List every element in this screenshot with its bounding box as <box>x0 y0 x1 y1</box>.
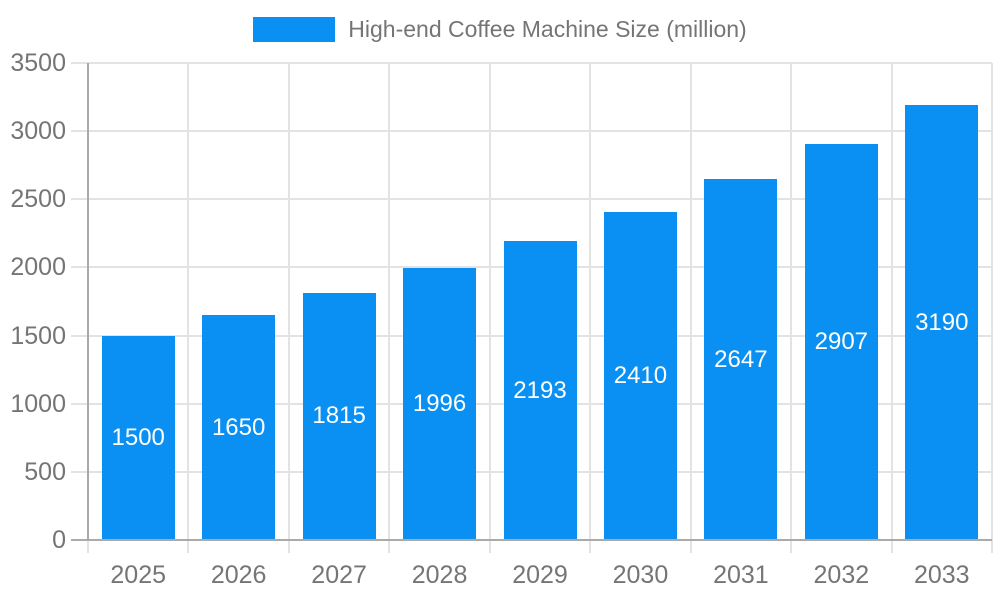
bar-2031[interactable]: 2647 <box>704 179 778 540</box>
bar-value-label: 1500 <box>111 423 165 451</box>
legend-label: High-end Coffee Machine Size (million) <box>348 16 747 42</box>
bar-value-label: 2907 <box>814 327 869 355</box>
x-axis-tick-label: 2028 <box>411 561 468 589</box>
bar-2027[interactable]: 1815 <box>302 292 376 540</box>
x-gridline <box>488 63 491 553</box>
x-gridline <box>388 63 391 553</box>
y-gridline <box>71 62 992 64</box>
bar-value-label: 2410 <box>613 361 668 389</box>
y-gridline <box>71 198 992 201</box>
bar-2026[interactable]: 1650 <box>202 315 276 540</box>
y-axis-tick-label: 0 <box>52 526 66 554</box>
x-axis-tick-label: 2029 <box>512 561 568 589</box>
legend-swatch <box>253 17 336 42</box>
x-axis-tick-label: 2032 <box>813 561 870 589</box>
y-axis-line <box>87 63 89 540</box>
bar-2028[interactable]: 1996 <box>403 267 477 540</box>
x-axis-tick-label: 2025 <box>110 561 167 589</box>
x-gridline <box>589 63 592 553</box>
y-axis-tick-label: 1000 <box>10 389 66 418</box>
bar-2032[interactable]: 2907 <box>804 143 878 540</box>
x-axis-tick-label: 2026 <box>210 561 267 589</box>
bar-value-label: 2193 <box>513 376 567 404</box>
bar-value-label: 2647 <box>714 345 768 373</box>
bar-value-label: 3190 <box>915 308 969 336</box>
x-gridline <box>890 63 893 553</box>
x-gridline <box>187 63 190 553</box>
bar-value-label: 1996 <box>412 389 467 417</box>
bar-value-label: 1650 <box>211 413 266 441</box>
x-axis-tick-label: 2030 <box>612 561 669 589</box>
x-axis-tick-label: 2031 <box>713 561 769 589</box>
y-axis-tick-label: 2000 <box>10 253 66 282</box>
x-axis-tick-label: 2033 <box>913 561 970 589</box>
x-axis-tick-label: 2027 <box>311 561 367 589</box>
y-axis-tick-label: 3500 <box>10 49 66 77</box>
bar-2025[interactable]: 1500 <box>101 335 175 540</box>
x-axis-line <box>71 539 992 541</box>
bar-2033[interactable]: 3190 <box>905 105 979 540</box>
bar-2029[interactable]: 2193 <box>503 241 577 540</box>
plot-area: 1500 1650 1815 1996 2193 2410 2647 2907 3190 <box>71 62 993 553</box>
x-gridline <box>790 63 793 553</box>
x-gridline <box>287 63 290 553</box>
bar-2030[interactable]: 2410 <box>603 211 677 540</box>
legend[interactable]: High-end Coffee Machine Size (million) <box>0 17 1000 42</box>
y-axis-tick-label: 1500 <box>10 321 66 350</box>
y-gridline <box>71 130 992 133</box>
y-axis-tick-label: 2500 <box>10 185 66 214</box>
bar-value-label: 1815 <box>312 402 366 430</box>
y-axis-tick-label: 500 <box>24 457 66 486</box>
x-gridline <box>689 63 692 553</box>
y-axis-tick-label: 3000 <box>10 117 66 146</box>
x-gridline <box>991 63 993 553</box>
